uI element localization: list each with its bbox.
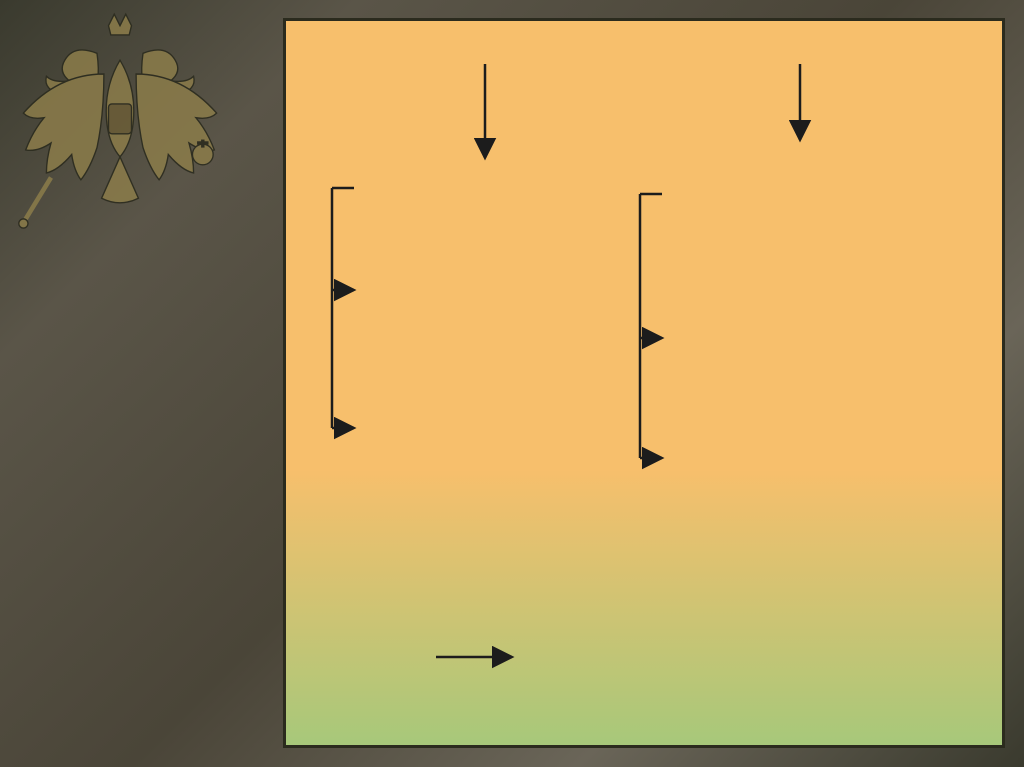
- diagram-panel: [283, 18, 1005, 748]
- russian-eagle-icon: [5, 5, 235, 235]
